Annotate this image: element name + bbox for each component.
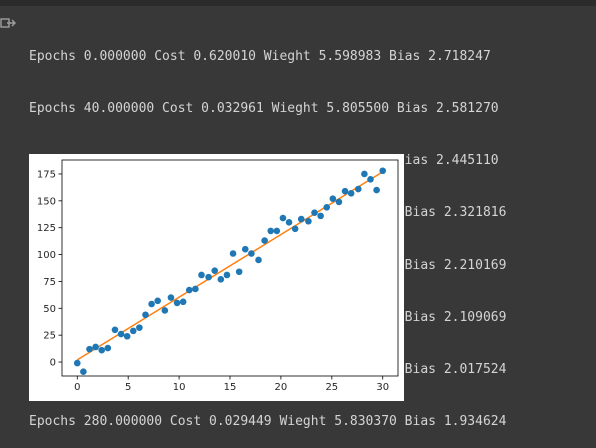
x-tick-label: 10 — [173, 382, 186, 393]
scatter-point — [248, 250, 255, 257]
scatter-point — [205, 273, 212, 281]
y-tick-label: 75 — [43, 277, 56, 288]
scatter-point — [367, 176, 374, 183]
scatter-point — [323, 203, 331, 211]
scatter-point — [142, 311, 149, 319]
scatter-point — [217, 275, 225, 283]
scatter-point — [291, 225, 299, 233]
x-tick-label: 25 — [325, 382, 338, 393]
scatter-point — [80, 368, 87, 376]
x-tick-label: 0 — [74, 382, 80, 393]
cell-top-border — [0, 0, 596, 6]
scatter-point — [211, 267, 219, 274]
scatter-point — [161, 307, 169, 314]
scatter-point — [279, 214, 287, 222]
scatter-point — [136, 324, 143, 331]
scatter-point — [179, 298, 187, 306]
log-line: Epochs 0.000000 Cost 0.620010 Wieght 5.5… — [29, 48, 491, 64]
scatter-point — [347, 190, 355, 197]
scatter-point — [354, 185, 362, 193]
scatter-point — [129, 327, 137, 335]
y-tick-label: 0 — [50, 358, 56, 369]
fit-line — [76, 171, 384, 361]
scatter-point — [361, 170, 368, 178]
scatter-point — [192, 285, 199, 293]
scatter-point — [285, 219, 293, 226]
scatter-point — [123, 332, 131, 340]
scatter-point — [173, 299, 181, 307]
scatter-point — [104, 344, 112, 352]
scatter-point — [335, 198, 343, 206]
x-tick-label: 20 — [275, 382, 288, 393]
scatter-point — [148, 300, 155, 308]
scatter-point — [297, 215, 305, 223]
log-line: Epochs 280.000000 Cost 0.029449 Wieght 5… — [29, 414, 507, 430]
scatter-point — [235, 268, 243, 276]
y-tick-label: 25 — [43, 331, 56, 342]
x-tick-label: 5 — [125, 382, 131, 393]
scatter-point — [311, 209, 318, 216]
y-tick-label: 150 — [37, 196, 56, 207]
x-tick-label: 15 — [224, 382, 237, 393]
scatter-point — [241, 245, 249, 253]
y-tick-label: 50 — [43, 304, 56, 315]
scatter-point — [167, 294, 175, 301]
scatter-point — [86, 345, 93, 353]
y-tick-label: 125 — [37, 223, 56, 234]
scatter-point — [273, 227, 281, 235]
scatter-point — [98, 346, 106, 354]
y-tick-label: 175 — [37, 169, 56, 180]
scatter-point — [92, 343, 99, 351]
scatter-point — [223, 271, 231, 279]
scatter-point — [317, 212, 324, 220]
scatter-point — [261, 237, 268, 244]
scatter-point — [229, 250, 237, 257]
scatter-point — [117, 330, 125, 338]
y-tick-label: 100 — [37, 250, 56, 261]
scatter-point — [111, 326, 119, 334]
scatter-point — [185, 286, 193, 294]
output-arrow-icon[interactable] — [0, 14, 18, 32]
chart-svg: 0 5 10 15 20 25 30 0 25 50 75 100 125 150 175 — [37, 159, 399, 393]
scatter-point — [255, 256, 262, 264]
scatter-plot: 0 5 10 15 20 25 30 0 25 50 75 100 125 150 175 — [29, 154, 404, 401]
x-tick-label: 30 — [376, 382, 389, 393]
scatter-point — [73, 359, 81, 367]
scatter-point — [267, 227, 275, 235]
scatter-point — [341, 187, 349, 195]
scatter-point — [329, 195, 337, 202]
scatter-point — [154, 297, 162, 305]
scatter-point — [198, 271, 205, 279]
scatter-point — [305, 217, 312, 225]
scatter-point — [379, 167, 387, 175]
log-line: Epochs 40.000000 Cost 0.032961 Wieght 5.… — [29, 101, 499, 117]
scatter-point — [373, 186, 380, 194]
